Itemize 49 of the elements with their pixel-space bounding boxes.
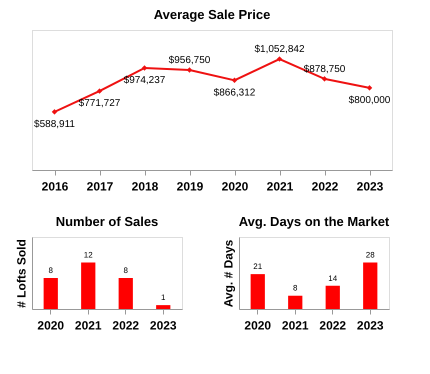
x-tick-label: 2017 <box>86 180 114 194</box>
data-label: $878,750 <box>304 64 346 75</box>
x-tick-label: 2016 <box>42 180 69 194</box>
data-label: $956,750 <box>168 55 211 66</box>
x-tick-label: 2020 <box>37 318 64 332</box>
y-axis-title: Avg. # Days <box>222 239 236 308</box>
data-label: $866,312 <box>214 87 256 98</box>
point <box>232 78 238 84</box>
x-tick-label: 2019 <box>176 180 204 194</box>
x-tick-label: 2020 <box>222 180 249 194</box>
x-tick-label: 2021 <box>282 318 309 332</box>
data-label: 12 <box>84 250 94 260</box>
point <box>52 109 58 115</box>
y-axis-title: # Lofts Sold <box>14 239 28 308</box>
x-tick-label: 2021 <box>74 318 102 332</box>
chart-title: Avg. Days on the Market <box>238 214 390 229</box>
x-tick-label: 2023 <box>356 180 384 194</box>
chart-title: Average Sale Price <box>154 7 270 22</box>
x-tick-label: 2023 <box>356 318 384 332</box>
data-label: 21 <box>253 262 263 272</box>
bar <box>363 262 378 309</box>
x-tick-label: 2022 <box>319 318 346 332</box>
bar <box>326 286 340 309</box>
x-tick-label: 2018 <box>132 180 159 194</box>
x-tick-label: 2021 <box>266 180 294 194</box>
point <box>276 56 282 62</box>
data-label: $1,052,842 <box>254 44 305 56</box>
data-label: 8 <box>48 266 54 276</box>
point <box>366 85 372 91</box>
x-tick-label: 2022 <box>312 180 339 194</box>
point <box>142 65 148 71</box>
point <box>186 67 192 73</box>
bar <box>288 296 302 309</box>
data-label: 1 <box>161 293 166 302</box>
x-tick-label: 2020 <box>244 318 272 332</box>
data-label: 14 <box>328 274 338 283</box>
bar <box>250 274 265 309</box>
chart-title: Number of Sales <box>56 214 158 229</box>
x-tick-label: 2023 <box>150 318 177 332</box>
point <box>96 88 102 94</box>
data-label: $974,237 <box>124 75 166 86</box>
data-label: $588,911 <box>34 118 76 130</box>
data-label: 8 <box>124 266 129 276</box>
data-label: 8 <box>293 284 298 293</box>
data-label: 28 <box>366 250 376 260</box>
x-tick-label: 2022 <box>112 318 140 332</box>
data-label: $800,000 <box>348 94 391 106</box>
point <box>322 76 328 82</box>
data-label: $771,727 <box>78 98 121 110</box>
